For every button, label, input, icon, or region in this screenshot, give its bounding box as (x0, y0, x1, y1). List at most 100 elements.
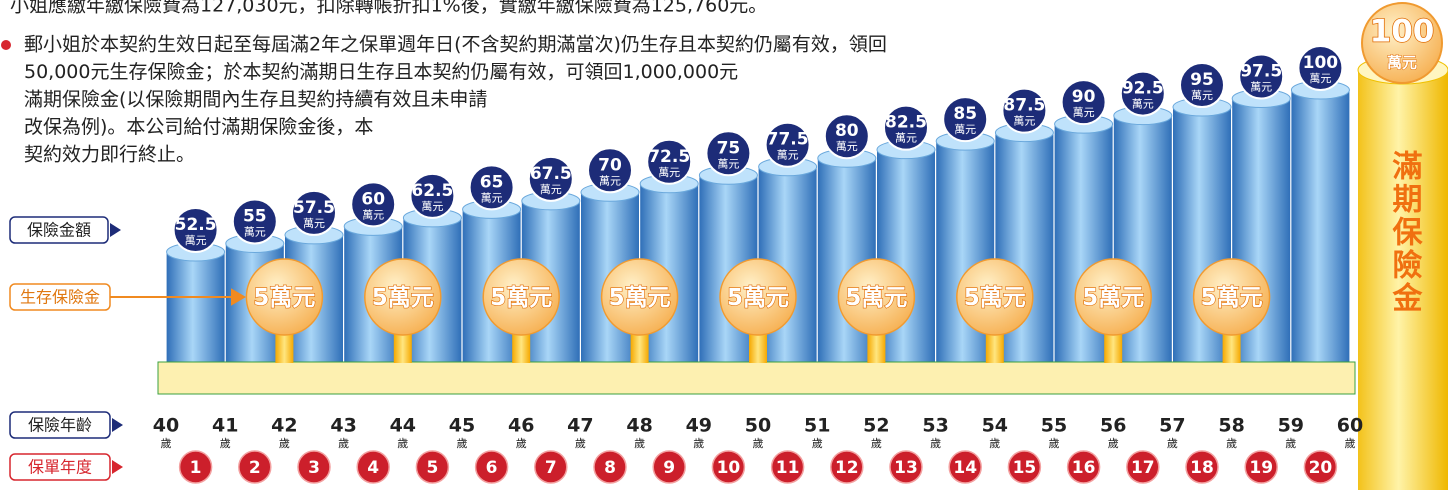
age-unit: 歲 (989, 436, 1000, 450)
value-label: 52.5 (175, 215, 217, 235)
year-label: 17 (1131, 458, 1155, 478)
benefit-value: 5 (1082, 285, 1098, 311)
benefit-value: 5 (727, 285, 743, 311)
age-label: 47 (567, 415, 593, 437)
maturity-label: 滿期保險金 (1387, 150, 1424, 315)
value-label: 65 (480, 172, 504, 192)
benefit-unit: 萬元 (1217, 285, 1263, 311)
benefit-unit: 萬元 (743, 285, 789, 311)
value-unit: 萬元 (836, 140, 858, 153)
age-label: 52 (863, 415, 889, 437)
age-unit: 歲 (1049, 436, 1060, 450)
year-label: 10 (717, 458, 741, 478)
benefit-value: 5 (372, 285, 388, 311)
year-label: 2 (249, 458, 261, 478)
bar (936, 141, 994, 372)
value-unit: 萬元 (481, 191, 503, 204)
value-label: 72.5 (648, 147, 690, 167)
year-label: 13 (894, 458, 918, 478)
intro-line: 50,000元生存保險金；於本契約滿期日生存且本契約仍屬有效，可領回1,000,… (24, 61, 738, 83)
age-unit: 歲 (1167, 436, 1178, 450)
age-label: 53 (922, 415, 948, 437)
age-unit: 歲 (812, 436, 823, 450)
age-unit: 歲 (161, 436, 172, 450)
bullet (1, 40, 11, 50)
intro-line: 郵小姐於本契約生效日起至每屆滿2年之保單週年日(不含契約期滿當次)仍生存且本契約… (24, 34, 887, 56)
benefit-label: 5萬元 (253, 285, 315, 311)
age-label: 54 (982, 415, 1008, 437)
age-unit: 歲 (279, 436, 290, 450)
age-label: 56 (1100, 415, 1126, 437)
arrow (110, 223, 121, 237)
value-label: 87.5 (1003, 96, 1045, 116)
value-label: 70 (598, 155, 622, 175)
bar (1055, 124, 1113, 372)
value-unit: 萬元 (1309, 72, 1331, 85)
bar (1291, 90, 1349, 372)
age-unit: 歲 (516, 436, 527, 450)
year-label: 15 (1013, 458, 1037, 478)
age-unit: 歲 (930, 436, 941, 450)
benefit-value: 5 (964, 285, 980, 311)
value-unit: 萬元 (954, 123, 976, 136)
age-unit: 歲 (693, 436, 704, 450)
value-unit: 萬元 (895, 132, 917, 145)
value-unit: 萬元 (303, 217, 325, 230)
age-unit: 歲 (871, 436, 882, 450)
age-unit: 歲 (1226, 436, 1237, 450)
maturity-unit: 萬元 (1387, 54, 1417, 72)
benefit-unit: 萬元 (388, 285, 434, 311)
benefit-label: 5萬元 (490, 285, 552, 311)
year-label: 8 (604, 458, 616, 478)
timeline-band (158, 362, 1355, 394)
year-label: 1 (190, 458, 202, 478)
age-label: 55 (1041, 415, 1067, 437)
age-label: 49 (686, 415, 712, 437)
age-unit: 歲 (338, 436, 349, 450)
year-label: 19 (1249, 458, 1273, 478)
value-label: 62.5 (411, 181, 453, 201)
benefit-value: 5 (253, 285, 269, 311)
value-label: 97.5 (1240, 62, 1282, 82)
benefit-label: 5萬元 (1082, 285, 1144, 311)
year-label: 5 (426, 458, 438, 478)
age-unit: 歲 (1345, 436, 1356, 450)
value-label: 95 (1190, 70, 1214, 90)
age-label: 41 (212, 415, 238, 437)
benefit-value: 5 (490, 285, 506, 311)
benefit-label: 5萬元 (609, 285, 671, 311)
year-label: 18 (1190, 458, 1214, 478)
age-label: 60 (1337, 415, 1363, 437)
year-label: 14 (953, 458, 977, 478)
age-unit: 歲 (457, 436, 468, 450)
arrow (112, 460, 123, 474)
benefit-unit: 萬元 (269, 285, 315, 311)
value-unit: 萬元 (777, 149, 799, 162)
year-label: 4 (367, 458, 379, 478)
year-label: 16 (1072, 458, 1096, 478)
row-label: 保單年度 (28, 458, 92, 477)
value-unit: 萬元 (1191, 89, 1213, 102)
value-unit: 萬元 (1250, 81, 1272, 94)
maturity-value: 100 (1370, 14, 1435, 50)
value-label: 85 (953, 104, 977, 124)
age-label: 50 (745, 415, 771, 437)
age-label: 58 (1218, 415, 1244, 437)
value-label: 82.5 (885, 113, 927, 133)
value-unit: 萬元 (599, 174, 621, 187)
intro-line: 滿期保險金(以保險期間內生存且契約持續有效且未申請 (24, 89, 487, 111)
age-label: 40 (153, 415, 179, 437)
benefit-label: 5萬元 (727, 285, 789, 311)
year-label: 11 (776, 458, 800, 478)
arrow (112, 418, 123, 432)
value-unit: 萬元 (185, 234, 207, 247)
benefit-value: 5 (609, 285, 625, 311)
value-unit: 萬元 (540, 183, 562, 196)
value-label: 77.5 (767, 130, 809, 150)
intro-line: 小姐應繳年繳保險費為127,030元，扣除轉帳折扣1%後，實繳年繳保險費為125… (10, 0, 767, 17)
age-unit: 歲 (575, 436, 586, 450)
benefit-label: 5萬元 (1201, 285, 1263, 311)
benefit-value: 5 (1201, 285, 1217, 311)
benefit-unit: 萬元 (506, 285, 552, 311)
benefit-label: 5萬元 (845, 285, 907, 311)
